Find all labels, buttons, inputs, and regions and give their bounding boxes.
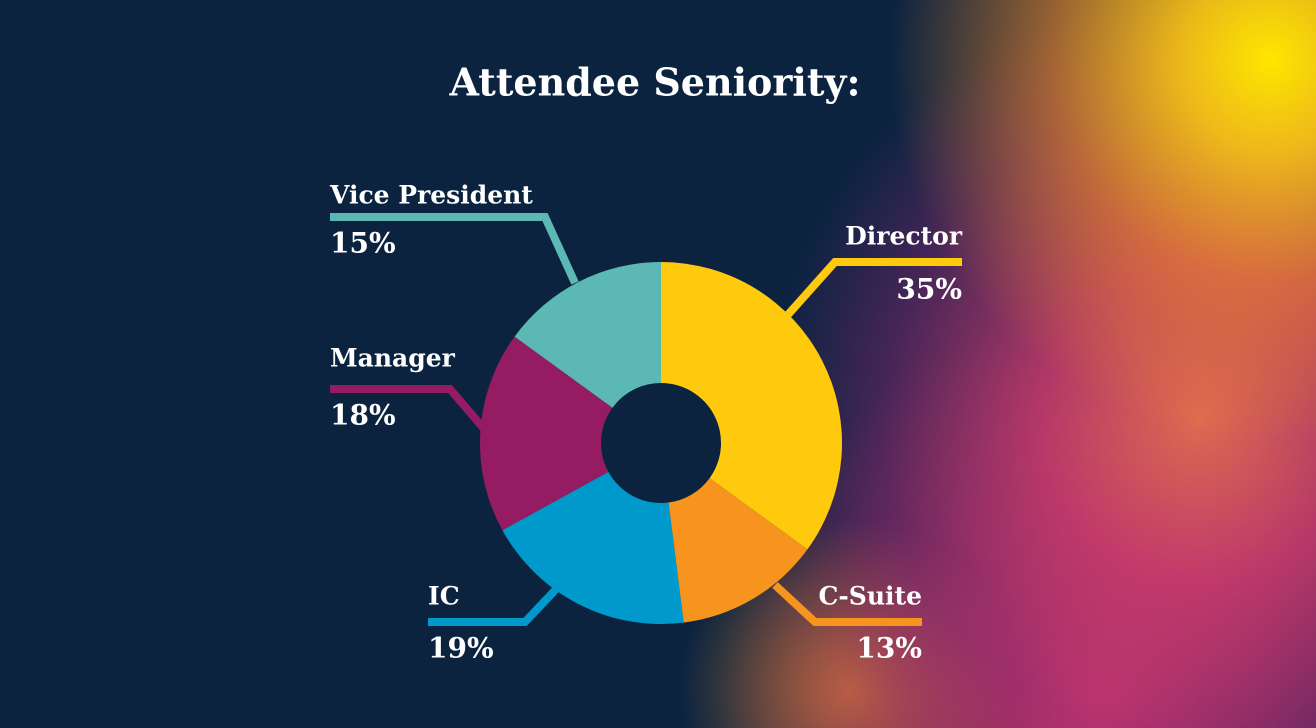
leader-line xyxy=(330,213,579,285)
leader-line xyxy=(428,582,563,626)
slice-label: C-Suite xyxy=(819,582,922,611)
slice xyxy=(668,478,808,623)
value-label: 18% xyxy=(330,399,396,432)
leader-line xyxy=(772,582,922,626)
leader-line xyxy=(330,385,489,433)
value-label: 35% xyxy=(896,273,962,306)
slice-label: IC xyxy=(428,582,460,611)
slice-label: Vice President xyxy=(329,181,533,210)
leader-line xyxy=(782,258,962,321)
slice-label: Director xyxy=(845,222,963,251)
value-label: 19% xyxy=(428,632,494,665)
value-label: 13% xyxy=(856,632,922,665)
slice xyxy=(480,336,613,531)
chart-title: Attendee Seniority: xyxy=(448,60,860,105)
slice xyxy=(502,471,684,624)
slice xyxy=(661,262,842,550)
slice-label: Manager xyxy=(330,344,456,373)
slice xyxy=(514,262,661,408)
value-label: 15% xyxy=(330,227,396,260)
